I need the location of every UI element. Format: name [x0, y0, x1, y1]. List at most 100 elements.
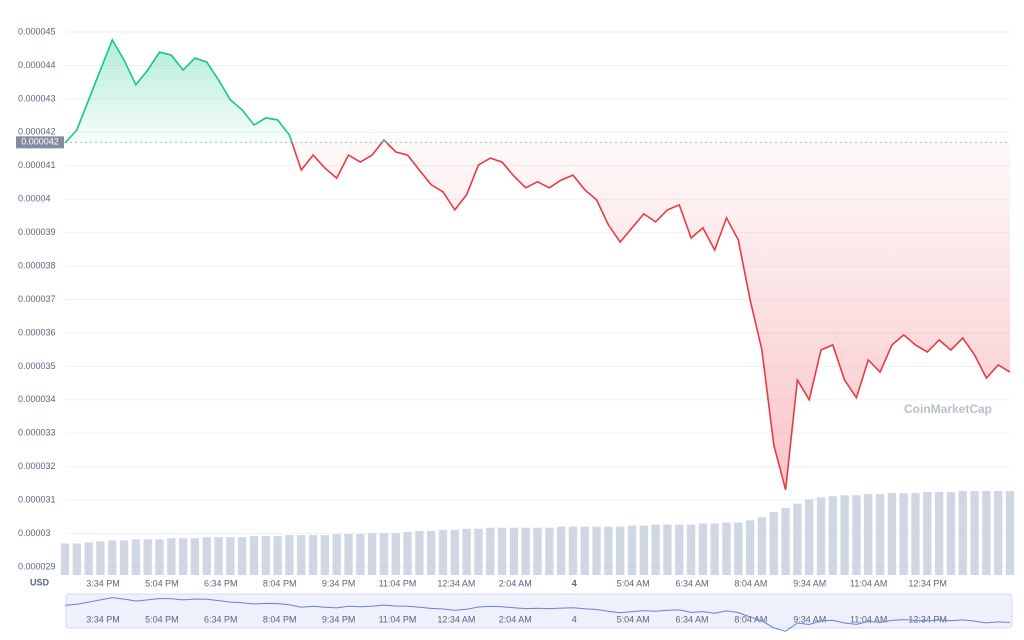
y-tick-label: 0.000038: [18, 260, 56, 270]
volume-bar: [923, 492, 932, 575]
x-tick-label: 11:04 PM: [379, 578, 417, 588]
navigator-label: 11:04 AM: [850, 614, 887, 624]
volume-bar: [509, 527, 519, 575]
navigator[interactable]: [65, 593, 1013, 629]
volume-bar: [686, 524, 696, 575]
volume-bar: [627, 525, 637, 575]
volume-bar: [545, 527, 554, 575]
volume-bar: [970, 491, 979, 575]
volume-bar: [60, 543, 70, 575]
y-tick-label: 0.000033: [18, 428, 56, 438]
volume-bar: [249, 536, 259, 575]
price-area: [65, 40, 1010, 490]
volume-bar: [793, 503, 802, 575]
volume-bar: [427, 530, 436, 575]
volume-bar: [403, 531, 412, 575]
x-tick-label: 11:04 AM: [850, 578, 887, 588]
y-tick-label: 0.000031: [18, 495, 56, 505]
volume-bar: [568, 526, 578, 575]
x-tick-label: 12:34 AM: [437, 578, 475, 588]
volume-bar: [84, 542, 93, 575]
volume-bar: [72, 543, 81, 575]
navigator-label: 12:34 PM: [908, 614, 947, 624]
plot: 3:34 PM 5:04 PM 6:34 PM 8:04 PM 9:34 PM 11:04…: [64, 38, 1011, 588]
volume-bar: [332, 534, 341, 575]
x-tick-label: 8:04 PM: [263, 578, 297, 588]
volume-bar: [521, 527, 530, 575]
volume-bar: [816, 497, 826, 575]
volume-bar: [994, 491, 1003, 575]
x-tick-label: 5:04 AM: [617, 578, 650, 588]
y-tick-label: 0.000036: [18, 327, 56, 337]
volume-bar: [178, 538, 188, 575]
navigator-label: 12:34 AM: [437, 614, 475, 624]
volume-bar: [639, 525, 648, 575]
navigator-label: 9:34 AM: [793, 614, 826, 624]
x-tick-label: 4: [572, 578, 577, 588]
volume-bar: [864, 494, 873, 575]
volume-bar: [592, 526, 601, 575]
navigator-line: [64, 597, 1011, 632]
volume-bar: [190, 538, 200, 575]
volume-bar: [604, 526, 613, 575]
y-tick-label: 0.000037: [18, 294, 56, 304]
volume-bar: [852, 495, 861, 575]
baseline-label: 0.000042: [21, 137, 59, 147]
volume-bar: [899, 493, 908, 575]
volume-bar: [533, 527, 542, 575]
volume-bar: [616, 526, 625, 575]
volume-bar: [781, 507, 790, 575]
volume-bar: [663, 524, 672, 575]
volume-bar: [769, 512, 778, 575]
x-tick-label: 6:34 AM: [675, 578, 708, 588]
navigator-label: 5:04 PM: [145, 614, 179, 624]
volume-bar: [675, 524, 684, 575]
navigator-label: 3:34 PM: [86, 614, 120, 624]
volume-bar: [96, 541, 105, 575]
volume-bar: [840, 495, 849, 575]
volume-bar: [167, 538, 176, 575]
volume-bar: [710, 523, 719, 575]
y-tick-label: 0.000029: [18, 561, 56, 571]
volume-bar: [486, 527, 495, 575]
volume-bar: [261, 536, 270, 575]
volume-bar: [238, 537, 247, 575]
volume-bar: [580, 526, 589, 575]
y-tick-label: 0.00003: [18, 528, 51, 538]
volume-bar: [214, 537, 223, 575]
volume-bar: [297, 535, 306, 575]
volume-bar: [450, 529, 459, 575]
x-tick-label: 9:34 AM: [793, 578, 826, 588]
volume-bar: [108, 540, 117, 575]
volume-bar: [698, 523, 708, 575]
watermark: CoinMarketCap: [904, 402, 992, 416]
navigator-label: 4: [572, 614, 577, 624]
volume-bars: [60, 491, 1015, 575]
y-tick-label: 0.000041: [18, 160, 56, 170]
volume-bar: [415, 530, 424, 575]
baseline-tag: [16, 136, 64, 149]
volume-bar: [946, 492, 956, 575]
volume-bar: [202, 537, 211, 575]
volume-bar: [651, 524, 660, 575]
volume-bar: [438, 529, 448, 575]
x-tick-label: 5:04 PM: [145, 578, 179, 588]
x-tick-label: 2:04 AM: [499, 578, 532, 588]
volume-bar: [958, 491, 967, 575]
navigator-label: 8:04 PM: [263, 614, 297, 624]
navigator-label: 6:34 AM: [675, 614, 708, 624]
volume-bar: [828, 496, 837, 575]
navigator-series: 3:34 PM 5:04 PM 6:34 PM 8:04 PM 9:34 PM 11:04…: [64, 597, 1011, 632]
navigator-label: 9:34 PM: [322, 614, 356, 624]
volume-bar: [497, 527, 507, 575]
volume-bar: [911, 493, 920, 575]
volume-bar: [875, 494, 885, 575]
y-tick-label: 0.000044: [18, 60, 56, 70]
volume-bar: [757, 517, 767, 575]
y-tick-label: 0.00004: [18, 194, 51, 204]
y-tick-label: 0.000045: [18, 26, 56, 36]
currency-label: USD: [30, 577, 50, 587]
volume-bar: [379, 533, 389, 575]
volume-bar: [734, 522, 743, 575]
